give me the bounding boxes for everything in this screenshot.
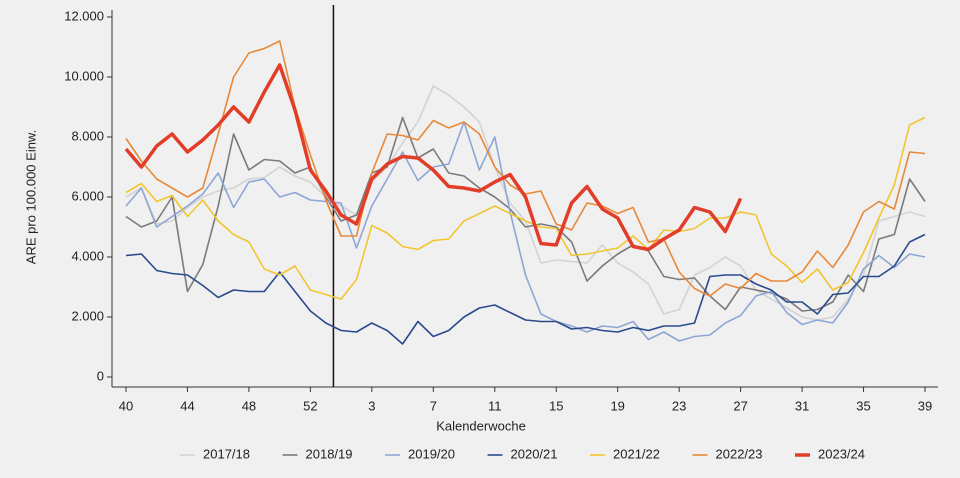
x-tick-label: 39: [918, 398, 932, 413]
x-tick-label: 31: [795, 398, 809, 413]
x-tick-label: 3: [368, 398, 375, 413]
y-tick-label: 6.000: [71, 188, 104, 203]
x-tick-label: 48: [242, 398, 256, 413]
legend-label: 2023/24: [818, 446, 865, 461]
y-tick-label: 10.000: [64, 68, 104, 83]
x-tick-label: 40: [119, 398, 133, 413]
series-line: [125, 116, 926, 312]
y-tick-label: 8.000: [71, 128, 104, 143]
legend-label: 2020/21: [511, 446, 558, 461]
x-tick-label: 27: [733, 398, 747, 413]
x-tick-label: 7: [430, 398, 437, 413]
y-axis-title: ARE pro 100.000 Einw.: [23, 130, 38, 264]
series-line: [125, 116, 926, 300]
x-tick-label: 35: [856, 398, 870, 413]
x-tick-label: 23: [672, 398, 686, 413]
legend-label: 2022/23: [716, 446, 763, 461]
y-tick-label: 12.000: [64, 8, 104, 23]
series-line: [125, 40, 926, 297]
series-line: [124, 63, 743, 252]
series-line: [125, 121, 926, 342]
x-tick-label: 15: [549, 398, 563, 413]
x-tick-label: 52: [303, 398, 317, 413]
x-tick-label: 11: [488, 398, 502, 413]
y-tick-label: 4.000: [71, 248, 104, 263]
x-tick-label: 19: [610, 398, 624, 413]
y-tick-label: 0: [97, 368, 104, 383]
x-axis-title: Kalenderwoche: [436, 418, 526, 433]
legend-label: 2018/19: [306, 446, 353, 461]
x-tick-label: 44: [180, 398, 194, 413]
legend-label: 2019/20: [408, 446, 455, 461]
legend-label: 2017/18: [203, 446, 250, 461]
y-tick-label: 2.000: [71, 308, 104, 323]
legend-label: 2021/22: [613, 446, 660, 461]
series-line: [125, 233, 926, 345]
